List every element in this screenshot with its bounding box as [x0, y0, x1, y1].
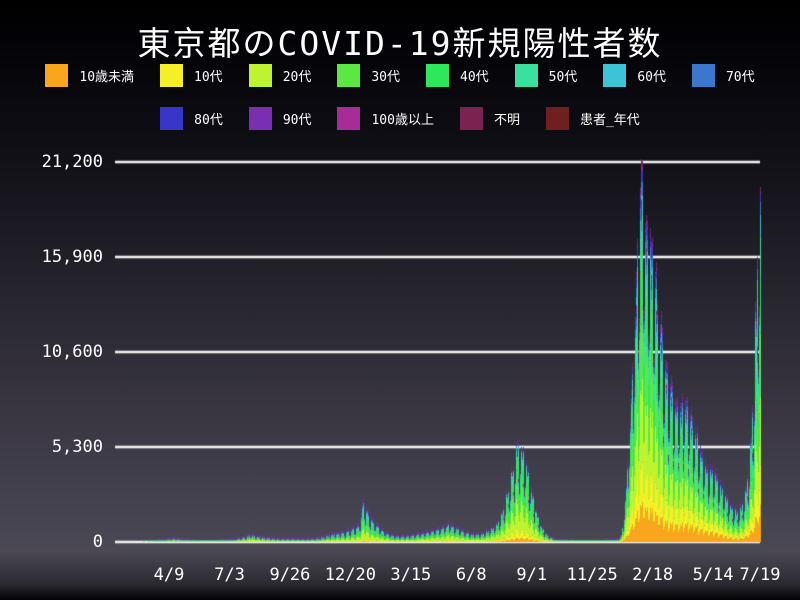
legend-swatch-patient-age: [545, 107, 569, 130]
legend-item-unknown: 不明: [459, 107, 520, 130]
legend-label-10s: 10代: [194, 70, 223, 85]
x-axis-tick-label: 7/3: [214, 565, 245, 585]
legend-label-80s: 80代: [194, 113, 223, 128]
x-axis-tick-label: 5/14: [692, 565, 734, 585]
x-axis-tick-label: 6/8: [455, 565, 487, 585]
legend-label-under10: 10歳未満: [79, 70, 135, 85]
legend-label-30s: 30代: [371, 70, 400, 85]
legend-item-80s: 80代: [160, 107, 223, 130]
legend-label-60s: 60代: [637, 70, 666, 85]
legend-swatch-80s: [160, 107, 184, 130]
legend-label-70s: 70代: [725, 70, 755, 85]
legend-item-under10: 10歳未満: [45, 64, 134, 87]
legend-swatch-30s: [337, 64, 361, 87]
legend-item-10s: 10代: [160, 64, 223, 87]
legend-item-over100: 100歳以上: [337, 107, 434, 130]
x-axis-tick-label: 11/25: [566, 565, 618, 585]
legend-label-over100: 100歳以上: [371, 113, 434, 128]
x-axis-tick-label: 9/26: [269, 565, 311, 585]
legend-label-20s: 20代: [282, 70, 312, 85]
x-axis-tick-label: 4/9: [153, 565, 185, 585]
x-axis-tick-label: 9/1: [516, 565, 548, 585]
legend-swatch-10s: [160, 64, 184, 87]
legend-item-50s: 50代: [514, 64, 578, 87]
y-axis-tick-label: 15,900: [41, 247, 103, 267]
legend-label-40s: 40代: [460, 70, 489, 85]
legend-swatch-50s: [514, 64, 538, 87]
x-axis-tick-label: 3/15: [390, 565, 432, 585]
legend-item-60s: 60代: [603, 64, 666, 87]
legend-swatch-40s: [426, 64, 449, 87]
legend-swatch-60s: [603, 64, 627, 87]
y-axis-tick-label: 0: [92, 532, 103, 552]
legend-swatch-70s: [691, 64, 715, 87]
legend-item-90s: 90代: [248, 107, 312, 130]
legend-item-70s: 70代: [691, 64, 755, 87]
legend-row-2: 80代 90代 100歳以上 不明 患者_年代: [0, 107, 800, 130]
legend-label-unknown: 不明: [493, 113, 520, 128]
legend-label-patient-age: 患者_年代: [579, 113, 640, 128]
legend-swatch-20s: [248, 64, 272, 87]
legend-swatch-under10: [45, 64, 69, 87]
legend-item-30s: 30代: [337, 64, 400, 87]
legend-swatch-over100: [337, 107, 361, 130]
legend-swatch-90s: [248, 107, 272, 130]
x-axis-tick-label: 7/19: [739, 565, 781, 585]
legend-label-50s: 50代: [548, 70, 578, 85]
legend-item-40s: 40代: [426, 64, 489, 87]
legend-swatch-unknown: [459, 107, 483, 130]
x-axis-tick-label: 2/18: [632, 565, 674, 585]
legend-item-20s: 20代: [248, 64, 312, 87]
legend-label-90s: 90代: [282, 113, 312, 128]
chart-title: 東京都のCOVID-19新規陽性者数: [137, 24, 663, 63]
legend-row-1: 10歳未満 10代 20代 30代 40代 50代 60代 70代: [0, 64, 800, 87]
y-axis-tick-label: 21,200: [41, 152, 103, 172]
legend-item-patient-age: 患者_年代: [545, 107, 640, 130]
x-axis-tick-label: 12/20: [324, 565, 376, 585]
y-axis-tick-label: 10,600: [41, 342, 103, 362]
y-axis-tick-label: 5,300: [51, 437, 103, 457]
